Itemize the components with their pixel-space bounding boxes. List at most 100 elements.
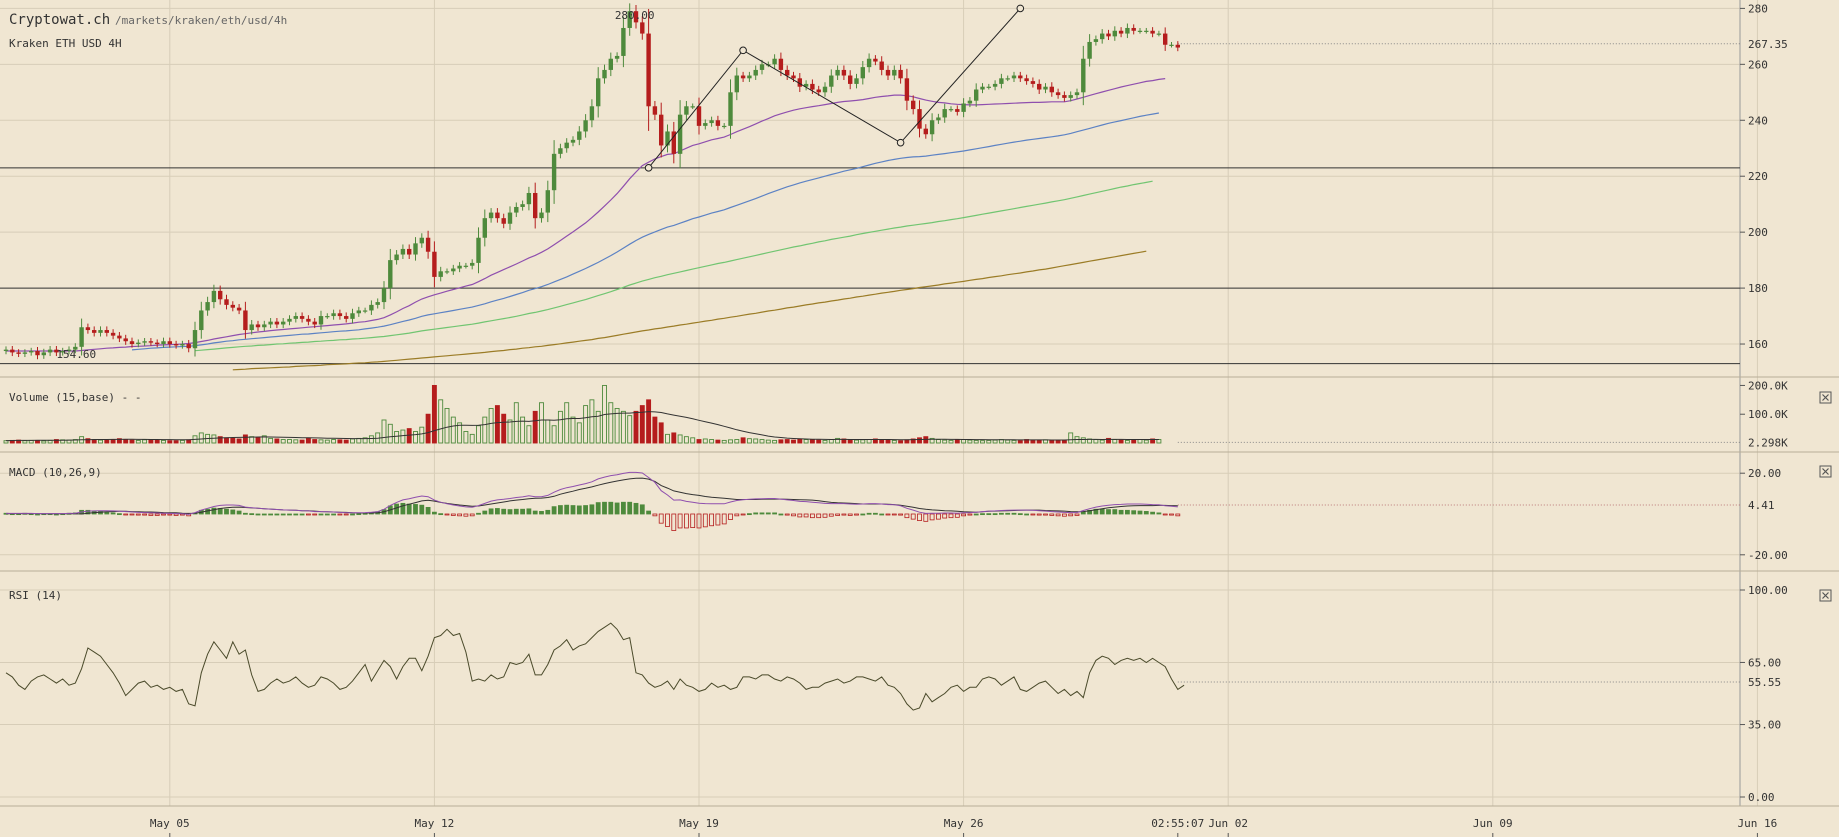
candle[interactable] (16, 349, 21, 358)
volume-bar[interactable] (299, 439, 305, 444)
candle-body[interactable] (419, 237, 424, 244)
macd-histogram-bar[interactable] (261, 513, 267, 516)
volume-bar[interactable] (740, 437, 746, 444)
macd-histogram-bar[interactable] (1055, 513, 1061, 517)
macd-histogram-bar[interactable] (929, 513, 935, 521)
volume-bar[interactable] (872, 438, 878, 444)
macd-histogram-bar[interactable] (104, 511, 110, 515)
candle[interactable] (583, 114, 588, 138)
candle[interactable] (136, 339, 141, 348)
volume-bar[interactable] (904, 439, 910, 444)
macd-histogram-bar[interactable] (992, 513, 998, 516)
candle-body[interactable] (835, 69, 840, 76)
candle[interactable] (1005, 75, 1010, 82)
volume-bar[interactable] (1017, 440, 1023, 444)
macd-histogram-bar[interactable] (602, 501, 607, 515)
macd-histogram-bar[interactable] (123, 513, 129, 516)
volume-bar[interactable] (917, 437, 922, 444)
volume-bar[interactable] (532, 410, 538, 444)
volume-bar[interactable] (627, 415, 633, 444)
volume-bar[interactable] (198, 432, 204, 444)
candle-body[interactable] (602, 69, 607, 79)
candle[interactable] (860, 60, 865, 85)
candle-body[interactable] (520, 204, 525, 207)
candle-body[interactable] (192, 330, 198, 349)
volume-bar[interactable] (261, 435, 267, 444)
candle-body[interactable] (936, 117, 941, 121)
macd-histogram-bar[interactable] (791, 513, 796, 517)
macd-histogram-bar[interactable] (142, 513, 148, 516)
candle-body[interactable] (841, 69, 847, 76)
macd-histogram-bar[interactable] (1011, 512, 1017, 515)
candle-body[interactable] (230, 304, 235, 308)
volume-bar[interactable] (1099, 439, 1105, 444)
candle[interactable] (1081, 45, 1086, 106)
candle[interactable] (911, 95, 916, 115)
macd-histogram-bar[interactable] (110, 512, 116, 515)
volume-bar[interactable] (1061, 440, 1067, 444)
candle[interactable] (142, 338, 147, 346)
candle[interactable] (1112, 26, 1117, 41)
candle-body[interactable] (1049, 86, 1054, 93)
volume-bar[interactable] (438, 399, 444, 444)
volume-bar[interactable] (759, 439, 765, 444)
macd-histogram-bar[interactable] (986, 513, 992, 516)
volume-bar[interactable] (135, 439, 141, 444)
candle-body[interactable] (356, 310, 361, 314)
candle[interactable] (199, 301, 204, 339)
volume-bar[interactable] (721, 439, 727, 444)
volume-bar[interactable] (797, 438, 803, 444)
volume-bar[interactable] (161, 439, 166, 444)
candle[interactable] (866, 53, 872, 73)
macd-histogram-bar[interactable] (457, 513, 463, 517)
macd-histogram-bar[interactable] (1017, 513, 1023, 516)
macd-histogram-bar[interactable] (450, 513, 456, 516)
candle[interactable] (362, 307, 368, 314)
volume-bar[interactable] (224, 437, 229, 444)
candle[interactable] (589, 99, 595, 128)
candle-body[interactable] (589, 106, 595, 121)
macd-histogram-bar[interactable] (1112, 509, 1118, 515)
macd-histogram-bar[interactable] (639, 504, 645, 515)
macd-histogram-bar[interactable] (910, 513, 916, 520)
candle-body[interactable] (797, 78, 802, 87)
candle-body[interactable] (110, 332, 116, 336)
candle-body[interactable] (514, 206, 519, 213)
macd-histogram-bar[interactable] (469, 513, 475, 517)
candle[interactable] (747, 71, 752, 82)
macd-histogram-bar[interactable] (1024, 513, 1029, 516)
candle[interactable] (1037, 79, 1042, 94)
macd-histogram-bar[interactable] (318, 513, 324, 516)
candle-body[interactable] (659, 114, 664, 146)
candle[interactable] (318, 310, 324, 330)
volume-bar[interactable] (973, 439, 979, 444)
macd-histogram-bar[interactable] (652, 513, 658, 517)
candle[interactable] (715, 115, 721, 131)
volume-bar[interactable] (343, 439, 349, 444)
macd-histogram-bar[interactable] (860, 513, 866, 516)
volume-bar[interactable] (98, 439, 103, 444)
macd-histogram-bar[interactable] (148, 513, 154, 516)
candle-body[interactable] (451, 268, 456, 272)
volume-bar[interactable] (179, 439, 185, 444)
macd-histogram-bar[interactable] (488, 508, 494, 515)
macd-histogram-bar[interactable] (305, 513, 311, 516)
volume-bar[interactable] (665, 433, 670, 444)
candle[interactable] (457, 262, 462, 273)
candle[interactable] (1163, 27, 1168, 51)
candle-body[interactable] (400, 248, 406, 255)
macd-histogram-bar[interactable] (633, 502, 639, 515)
macd-histogram-bar[interactable] (728, 513, 733, 520)
volume-bar[interactable] (1030, 439, 1036, 444)
macd-histogram-bar[interactable] (753, 512, 759, 515)
candle[interactable] (438, 266, 443, 282)
macd-histogram-bar[interactable] (274, 513, 280, 516)
macd-histogram-bar[interactable] (1137, 510, 1143, 515)
candle[interactable] (249, 319, 254, 335)
macd-histogram-bar[interactable] (513, 508, 519, 515)
candle-body[interactable] (1137, 30, 1143, 32)
candle[interactable] (388, 248, 393, 300)
macd-histogram-bar[interactable] (1080, 511, 1086, 515)
macd-histogram-bar[interactable] (778, 513, 784, 516)
candle-body[interactable] (142, 341, 147, 343)
